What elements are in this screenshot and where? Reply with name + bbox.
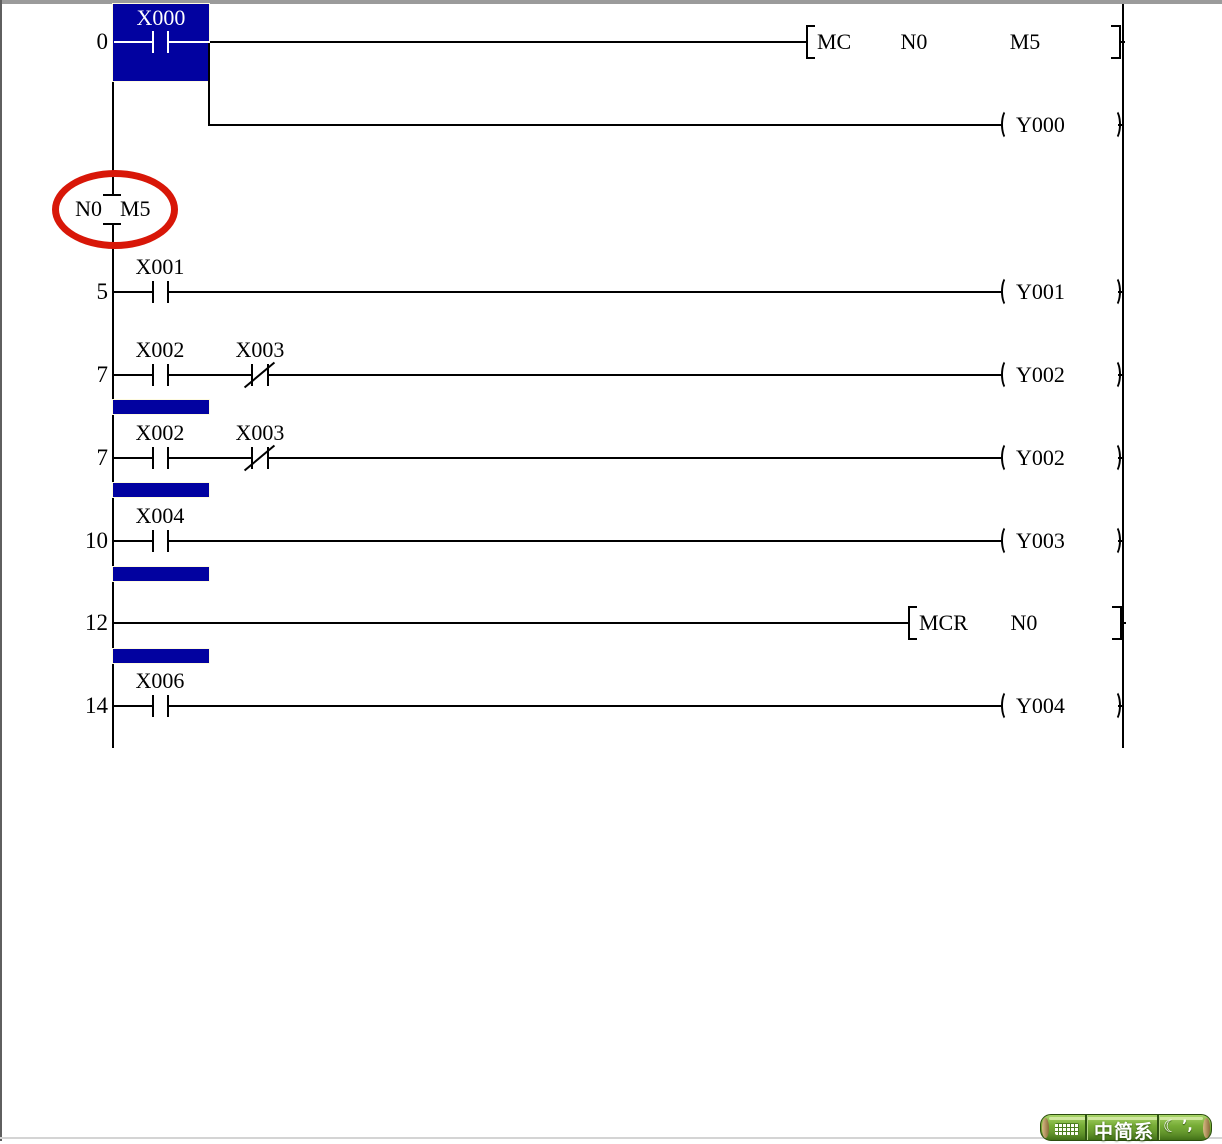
coil-y002-a[interactable]: Y002 [1000, 359, 1124, 391]
contact-x004-label: X004 [135, 503, 185, 528]
contact-x001[interactable]: X001 [130, 255, 190, 317]
left-power-rail [112, 4, 114, 748]
rung0-branch-vertical [208, 43, 210, 126]
contact-x001-label: X001 [135, 254, 185, 279]
instruction-mcr-operand1: N0 [1010, 610, 1038, 635]
keyboard-icon[interactable] [1055, 1123, 1079, 1135]
nc-slash-a [243, 361, 276, 389]
instruction-mcr-name: MCR [919, 610, 968, 635]
step-number-7b: 7 [96, 445, 109, 470]
window-top-border [0, 0, 1222, 4]
cursor-cell-3[interactable] [112, 566, 210, 582]
step-number-0: 0 [96, 29, 109, 54]
coil-y001-label: Y001 [1016, 279, 1065, 304]
contact-x002-b[interactable]: X002 [130, 421, 190, 483]
cursor-cell-4[interactable] [112, 648, 210, 664]
step-number-14: 14 [85, 693, 108, 718]
rung0-line [210, 41, 807, 43]
coil-y002-a-label: Y002 [1016, 362, 1065, 387]
cursor-cell-2[interactable] [112, 482, 210, 498]
coil-y003[interactable]: Y003 [1000, 525, 1124, 557]
annotation-red-ellipse [52, 170, 178, 249]
instruction-mc-name: MC [817, 29, 852, 54]
instruction-mcr[interactable]: MCR N0 [908, 605, 1126, 641]
instruction-mc[interactable]: MC N0 M5 [806, 24, 1125, 60]
contact-x000-pole-right [167, 31, 169, 53]
cursor-cell-1[interactable] [112, 399, 210, 415]
contact-x003-nc-a[interactable]: X003 [230, 338, 290, 400]
window-left-border [0, 0, 2, 1141]
coil-y001[interactable]: Y001 [1000, 276, 1124, 308]
contact-x000-pole-left [152, 31, 154, 53]
contact-x002-a-label: X002 [135, 337, 185, 362]
step-number-5: 5 [96, 279, 109, 304]
nc-slash-b [243, 444, 276, 472]
coil-y004-label: Y004 [1016, 693, 1065, 718]
instruction-mc-operand2: M5 [1009, 29, 1041, 54]
contact-x004[interactable]: X004 [130, 504, 190, 566]
window-bottom-border [0, 1137, 1222, 1139]
contact-x002-a[interactable]: X002 [130, 338, 190, 400]
coil-y004[interactable]: Y004 [1000, 690, 1124, 722]
contact-x000-wire-left [114, 41, 152, 43]
contact-x006[interactable]: X006 [130, 669, 190, 731]
contact-x003-b-label: X003 [235, 420, 285, 445]
ime-left-cap [1042, 1118, 1049, 1138]
ime-toolbar[interactable]: 中简系 ☾ ’, [1040, 1114, 1212, 1143]
punctuation-icon[interactable]: ’, [1182, 1118, 1193, 1134]
right-power-rail [1122, 4, 1124, 748]
contact-x002-b-label: X002 [135, 420, 185, 445]
step-number-10: 10 [85, 528, 108, 553]
contact-x003-a-label: X003 [235, 337, 285, 362]
contact-x000-label: X000 [136, 5, 186, 30]
contact-x000-selected-cell[interactable]: X000 [112, 3, 210, 82]
contact-x006-label: X006 [135, 668, 185, 693]
instruction-mc-operand1: N0 [900, 29, 928, 54]
ime-toolbar-highlight [1049, 1117, 1203, 1120]
coil-y000[interactable]: Y000 [1000, 109, 1124, 141]
rung0-branch-line [208, 124, 1002, 126]
ime-right-cap [1203, 1118, 1210, 1138]
step-number-12: 12 [85, 610, 108, 635]
contact-x003-nc-b[interactable]: X003 [230, 421, 290, 483]
coil-y003-label: Y003 [1016, 528, 1065, 553]
ime-language-label[interactable]: 中简系 [1093, 1121, 1154, 1143]
moon-icon[interactable]: ☾ [1163, 1117, 1179, 1137]
step-number-7a: 7 [96, 362, 109, 387]
coil-y002-b-label: Y002 [1016, 445, 1065, 470]
contact-x000-wire-right [169, 41, 210, 43]
coil-y002-b[interactable]: Y002 [1000, 442, 1124, 474]
coil-y000-label: Y000 [1016, 112, 1065, 137]
